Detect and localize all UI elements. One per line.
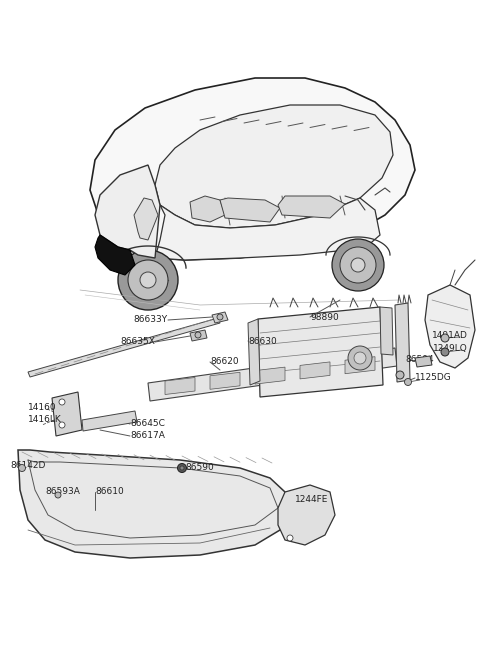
Polygon shape: [190, 196, 225, 222]
Text: 86610: 86610: [95, 487, 124, 496]
Polygon shape: [155, 198, 380, 260]
Circle shape: [178, 464, 187, 472]
Circle shape: [180, 466, 184, 470]
Polygon shape: [258, 307, 383, 397]
Polygon shape: [165, 377, 195, 394]
Text: 86645C: 86645C: [130, 419, 165, 428]
Polygon shape: [300, 362, 330, 379]
Text: 1416LK: 1416LK: [28, 415, 62, 424]
Polygon shape: [345, 357, 375, 374]
Circle shape: [441, 348, 449, 356]
Text: 86630: 86630: [248, 337, 277, 345]
Text: 14160: 14160: [28, 403, 57, 413]
Polygon shape: [415, 356, 432, 367]
Text: 86142D: 86142D: [10, 460, 46, 470]
Text: 1244FE: 1244FE: [295, 495, 328, 504]
Text: 1125DG: 1125DG: [415, 373, 452, 383]
Text: 1491AD: 1491AD: [432, 331, 468, 339]
Circle shape: [348, 346, 372, 370]
Polygon shape: [278, 196, 345, 218]
Circle shape: [287, 535, 293, 541]
Polygon shape: [248, 319, 260, 385]
Polygon shape: [155, 105, 393, 228]
Circle shape: [405, 379, 411, 386]
Polygon shape: [212, 312, 228, 323]
Polygon shape: [28, 318, 220, 377]
Text: 86593A: 86593A: [45, 487, 80, 496]
Circle shape: [118, 250, 178, 310]
Circle shape: [340, 247, 376, 283]
Circle shape: [128, 260, 168, 300]
Circle shape: [351, 258, 365, 272]
Polygon shape: [190, 330, 207, 341]
Circle shape: [195, 332, 201, 338]
Text: 86635X: 86635X: [120, 337, 155, 346]
Circle shape: [396, 371, 404, 379]
Circle shape: [332, 239, 384, 291]
Circle shape: [354, 352, 366, 364]
Text: 1249LQ: 1249LQ: [433, 343, 468, 352]
Text: 98890: 98890: [310, 312, 339, 322]
Circle shape: [19, 464, 25, 472]
Text: 86594: 86594: [405, 356, 433, 364]
Polygon shape: [255, 367, 285, 384]
Polygon shape: [95, 235, 135, 275]
Polygon shape: [148, 348, 397, 401]
Text: 86590: 86590: [185, 464, 214, 472]
Circle shape: [55, 492, 61, 498]
Text: 86633Y: 86633Y: [134, 316, 168, 324]
Polygon shape: [134, 198, 158, 240]
Polygon shape: [425, 285, 475, 368]
Polygon shape: [278, 485, 335, 545]
Polygon shape: [395, 303, 410, 382]
Polygon shape: [380, 307, 393, 355]
Text: 86617A: 86617A: [130, 432, 165, 441]
Circle shape: [59, 422, 65, 428]
Polygon shape: [82, 411, 137, 431]
Polygon shape: [210, 372, 240, 389]
Polygon shape: [90, 78, 415, 260]
Polygon shape: [95, 165, 160, 258]
Circle shape: [217, 314, 223, 320]
Polygon shape: [220, 198, 280, 222]
Polygon shape: [52, 392, 82, 436]
Circle shape: [140, 272, 156, 288]
Circle shape: [59, 399, 65, 405]
Text: 86620: 86620: [210, 358, 239, 367]
Circle shape: [441, 334, 449, 342]
Polygon shape: [18, 450, 290, 558]
